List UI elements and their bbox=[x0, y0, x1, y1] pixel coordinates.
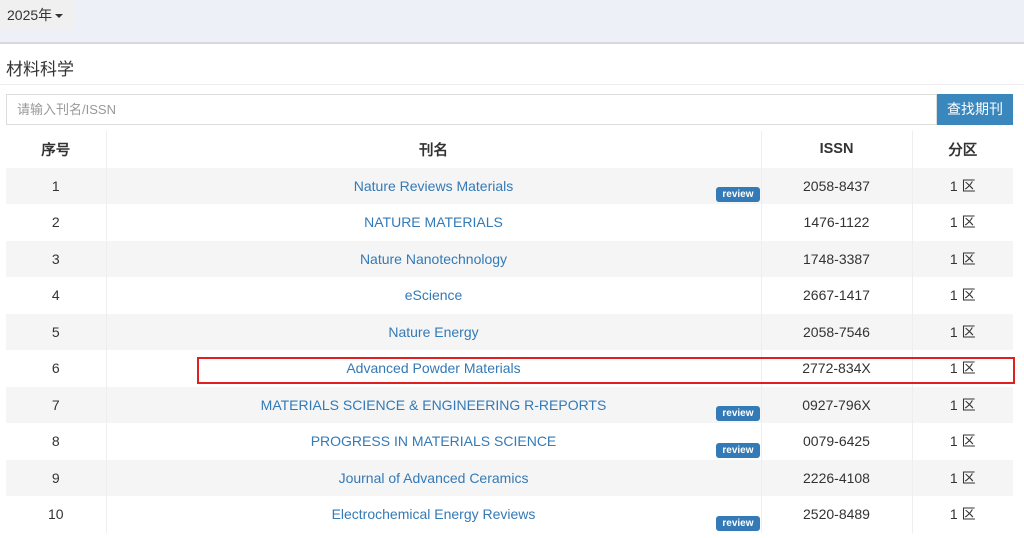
review-badge: review bbox=[716, 515, 760, 531]
section-title: 材料科学 bbox=[6, 60, 74, 79]
row-zone: 1 区 bbox=[911, 496, 1013, 533]
row-no: 10 bbox=[47, 506, 64, 523]
row-no: 8 bbox=[51, 433, 60, 450]
journal-name[interactable]: MATERIALS SCIENCE & ENGINEERING R-REPORT… bbox=[260, 396, 607, 413]
row-issn: 0927-796X bbox=[760, 386, 912, 423]
journal-name[interactable]: Nature Nanotechnology bbox=[359, 250, 508, 267]
journal-name-link[interactable]: Electrochemical Energy Reviews review bbox=[105, 496, 761, 533]
table-row: 2 NATURE MATERIALS 1476-1122 1 区 bbox=[6, 204, 1013, 241]
journal-name[interactable]: Journal of Advanced Ceramics bbox=[338, 469, 529, 486]
row-zone: 1 区 bbox=[911, 240, 1013, 277]
divider bbox=[0, 84, 1024, 85]
row-issn: 2058-7546 bbox=[760, 313, 912, 350]
year-label: 2025年 bbox=[7, 7, 53, 23]
table-row: 6 Advanced Powder Materials 2772-834X 1 … bbox=[6, 350, 1013, 387]
row-issn: 2667-1417 bbox=[760, 277, 912, 314]
row-zone: 1 区 bbox=[911, 423, 1013, 460]
row-issn: 2520-8489 bbox=[760, 496, 912, 533]
header-zone: 分区 bbox=[911, 131, 1013, 168]
search-button[interactable]: 查找期刊 bbox=[937, 94, 1013, 125]
journal-name-link[interactable]: Nature Reviews Materials review bbox=[105, 167, 761, 204]
row-zone: 1 区 bbox=[911, 459, 1013, 496]
table-row: 7 MATERIALS SCIENCE & ENGINEERING R-REPO… bbox=[6, 386, 1013, 423]
row-issn: 1476-1122 bbox=[760, 204, 912, 241]
header-name: 刊名 bbox=[105, 131, 761, 168]
top-bar: 2025年 bbox=[0, 0, 1024, 44]
row-zone: 1 区 bbox=[911, 204, 1013, 241]
row-no: 9 bbox=[51, 469, 60, 486]
row-no: 3 bbox=[51, 250, 60, 267]
row-no: 2 bbox=[51, 214, 60, 231]
table-header: 序号 刊名 ISSN 分区 bbox=[6, 131, 1013, 168]
journal-name[interactable]: eScience bbox=[404, 287, 463, 304]
journal-name-link[interactable]: MATERIALS SCIENCE & ENGINEERING R-REPORT… bbox=[105, 386, 761, 423]
review-badge: review bbox=[716, 442, 760, 458]
row-issn: 2058-8437 bbox=[760, 167, 912, 204]
journal-name-link[interactable]: Advanced Powder Materials bbox=[105, 350, 761, 387]
journal-name[interactable]: PROGRESS IN MATERIALS SCIENCE bbox=[310, 433, 557, 450]
header-issn: ISSN bbox=[760, 131, 912, 168]
row-zone: 1 区 bbox=[911, 167, 1013, 204]
row-zone: 1 区 bbox=[911, 277, 1013, 314]
journal-name[interactable]: Nature Energy bbox=[388, 323, 479, 340]
journal-table: 序号 刊名 ISSN 分区 1 Nature Reviews Materials… bbox=[6, 131, 1013, 533]
journal-name[interactable]: NATURE MATERIALS bbox=[364, 214, 503, 231]
journal-name[interactable]: Nature Reviews Materials bbox=[353, 177, 514, 194]
table-row: 10 Electrochemical Energy Reviews review … bbox=[6, 496, 1013, 533]
journal-name-link[interactable]: eScience bbox=[105, 277, 761, 314]
row-issn: 1748-3387 bbox=[760, 240, 912, 277]
row-zone: 1 区 bbox=[911, 350, 1013, 387]
journal-name-link[interactable]: Nature Nanotechnology bbox=[105, 240, 761, 277]
journal-name-link[interactable]: PROGRESS IN MATERIALS SCIENCE review bbox=[105, 423, 761, 460]
journal-name-link[interactable]: NATURE MATERIALS bbox=[105, 204, 761, 241]
journal-name-link[interactable]: Nature Energy bbox=[105, 313, 761, 350]
row-issn: 2226-4108 bbox=[760, 459, 912, 496]
table-row: 1 Nature Reviews Materials review 2058-84… bbox=[6, 167, 1013, 204]
year-dropdown[interactable]: 2025年 bbox=[0, 0, 73, 30]
row-no: 7 bbox=[51, 396, 60, 413]
row-zone: 1 区 bbox=[911, 313, 1013, 350]
journal-name[interactable]: Electrochemical Energy Reviews bbox=[331, 506, 536, 523]
row-no: 4 bbox=[51, 287, 60, 304]
row-no: 6 bbox=[51, 360, 60, 377]
table-row: 8 PROGRESS IN MATERIALS SCIENCE review 00… bbox=[6, 423, 1013, 460]
search-input[interactable]: 请输入刊名/ISSN bbox=[6, 94, 937, 125]
journal-name[interactable]: Advanced Powder Materials bbox=[346, 360, 521, 377]
table-row: 9 Journal of Advanced Ceramics 2226-4108… bbox=[6, 459, 1013, 496]
review-badge: review bbox=[716, 406, 760, 421]
table-row: 5 Nature Energy 2058-7546 1 区 bbox=[6, 313, 1013, 350]
journal-name-link[interactable]: Journal of Advanced Ceramics bbox=[105, 459, 761, 496]
header-no: 序号 bbox=[41, 142, 71, 159]
row-issn: 0079-6425 bbox=[760, 423, 912, 460]
table-row: 4 eScience 2667-1417 1 区 bbox=[6, 277, 1013, 314]
row-no: 5 bbox=[51, 323, 60, 340]
row-no: 1 bbox=[51, 177, 60, 194]
row-zone: 1 区 bbox=[911, 386, 1013, 423]
table-row: 3 Nature Nanotechnology 1748-3387 1 区 bbox=[6, 240, 1013, 277]
caret-down-icon bbox=[55, 14, 64, 19]
row-issn: 2772-834X bbox=[760, 350, 912, 387]
review-badge: review bbox=[716, 187, 760, 202]
